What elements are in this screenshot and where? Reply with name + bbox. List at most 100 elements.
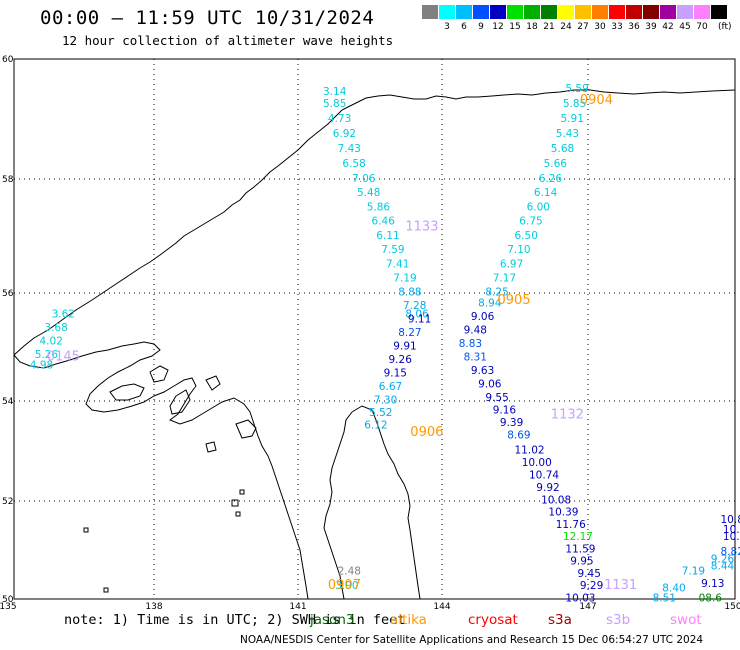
scale-swatch — [643, 5, 659, 19]
scale-swatch — [541, 5, 557, 19]
scale-swatch — [524, 5, 540, 19]
pass-time-label: 1133 — [405, 219, 438, 234]
wave-height-value: 6.75 — [519, 216, 542, 228]
scale-label: 36 — [628, 22, 640, 32]
wave-height-value: 7.59 — [381, 244, 404, 256]
scale-swatch — [711, 5, 727, 19]
wave-height-value: 9.15 — [384, 368, 407, 380]
wave-height-value: 9.26 — [389, 354, 413, 366]
wave-height-value: 6.92 — [333, 128, 356, 140]
scale-swatch — [592, 5, 608, 19]
wave-height-value: 5.85 — [563, 98, 586, 110]
wave-height-value: 3.90 — [335, 580, 358, 592]
legend-s3a: s3a — [548, 612, 572, 628]
wave-height-value: 6.12 — [364, 420, 387, 432]
scale-label: 27 — [577, 22, 589, 32]
wave-height-value: 6.67 — [379, 381, 402, 393]
wave-height-value: 9.26 — [711, 553, 735, 565]
wave-height-value: 9.39 — [500, 417, 523, 429]
wave-height-value: 9.48 — [464, 325, 487, 337]
wave-height-value: 7.30 — [374, 395, 397, 407]
page-title: 00:00 – 11:59 UTC 10/31/2024 — [40, 7, 375, 29]
wave-height-value: 5.48 — [357, 187, 380, 199]
footer-credit: NOAA/NESDIS Center for Satellite Applica… — [240, 634, 704, 646]
scale-unit: (ft) — [718, 22, 732, 32]
scale-label: 39 — [645, 22, 657, 32]
wave-height-value: 8.82 — [721, 546, 740, 558]
wave-height-value: 7.19 — [393, 273, 416, 285]
wave-height-value: 08.6 — [699, 593, 723, 605]
lat-label: 50 — [2, 595, 14, 605]
lon-label: 150 — [724, 602, 740, 612]
islets-west — [83, 489, 245, 593]
scale-label: 21 — [543, 22, 555, 32]
scale-label: 15 — [509, 22, 521, 32]
wave-height-value: 7.17 — [493, 273, 516, 285]
wave-height-value: 3.68 — [44, 322, 67, 334]
scale-label: 45 — [679, 22, 691, 32]
lat-label: 60 — [2, 55, 14, 65]
wave-height-value: 8.06 — [405, 308, 429, 320]
graticule — [14, 59, 735, 599]
wave-height-value: 11.02 — [515, 445, 545, 457]
lon-labels: 135 138 141 144 147 150 — [0, 602, 740, 612]
wave-height-value: 7.19 — [682, 566, 705, 578]
scale-swatch — [422, 5, 438, 19]
scale-swatch — [660, 5, 676, 19]
pass-time-label: 0905 — [498, 293, 531, 308]
scale-label: 33 — [611, 22, 623, 32]
wave-height-value: 5.26 — [35, 349, 59, 361]
island-shantar-1 — [109, 383, 145, 401]
pass-time-label: 0904 — [580, 93, 613, 108]
wave-height-value: 9.11 — [408, 314, 431, 326]
wave-height-value: 6.58 — [342, 158, 365, 170]
lon-label: 138 — [145, 602, 162, 612]
lat-labels: 60 58 56 54 52 50 — [2, 55, 14, 605]
wave-height-value: 9.63 — [471, 365, 494, 377]
wave-height-value: 5.85 — [323, 98, 346, 110]
scale-label: 12 — [492, 22, 504, 32]
wave-height-value: 6.11 — [376, 230, 399, 242]
scale-swatch — [507, 5, 523, 19]
lon-label: 141 — [289, 602, 306, 612]
wave-height-value: 8.88 — [398, 287, 421, 299]
lon-label: 135 — [0, 602, 17, 612]
wave-height-value: 6.14 — [534, 187, 558, 199]
wave-height-value: 8.44 — [711, 561, 735, 573]
wave-height-value: 10.8 — [723, 524, 740, 536]
scale-label: 3 — [444, 22, 450, 32]
wave-height-value: 10.39 — [548, 507, 578, 519]
coastline-west-south — [13, 341, 309, 600]
wave-height-value: 8.83 — [459, 338, 482, 350]
scale-swatch — [626, 5, 642, 19]
wave-height-values: 3.145.854.736.927.436.587.065.485.866.46… — [30, 83, 740, 605]
scale-swatch — [439, 5, 455, 19]
wave-height-value: 9.55 — [485, 392, 508, 404]
wave-height-value: 5.91 — [561, 113, 584, 125]
island-shantar-3 — [169, 389, 191, 415]
scale-label: 70 — [696, 22, 708, 32]
lat-label: 58 — [2, 175, 14, 185]
scale-swatch — [677, 5, 693, 19]
legend-jason3: jason3 — [310, 612, 355, 628]
wave-height-value: 5.43 — [556, 128, 579, 140]
wave-height-value: 4.73 — [328, 113, 351, 125]
wave-height-value: 9.29 — [580, 580, 603, 592]
wave-height-value: 10.9 — [723, 531, 740, 543]
wave-height-value: 3.14 — [323, 86, 347, 98]
wave-height-value: 10.03 — [565, 593, 595, 605]
wave-height-value: 8.31 — [464, 352, 487, 364]
wave-height-value: 9.13 — [701, 578, 724, 590]
legend-s3b: s3b — [606, 612, 631, 628]
scale-label: 42 — [662, 22, 674, 32]
legend-cryosat: cryosat — [468, 612, 518, 628]
wave-height-value: 5.68 — [551, 143, 574, 155]
scale-swatch — [609, 5, 625, 19]
wave-height-value: 6.46 — [372, 216, 396, 228]
wave-height-value: 8.51 — [653, 593, 676, 605]
wave-height-value: 9.06 — [471, 311, 495, 323]
wave-height-value: 4.98 — [30, 360, 53, 372]
footer-note: note: 1) Time is in UTC; 2) SWH is in fe… — [64, 612, 406, 628]
wave-height-value: 5.59 — [565, 83, 588, 95]
